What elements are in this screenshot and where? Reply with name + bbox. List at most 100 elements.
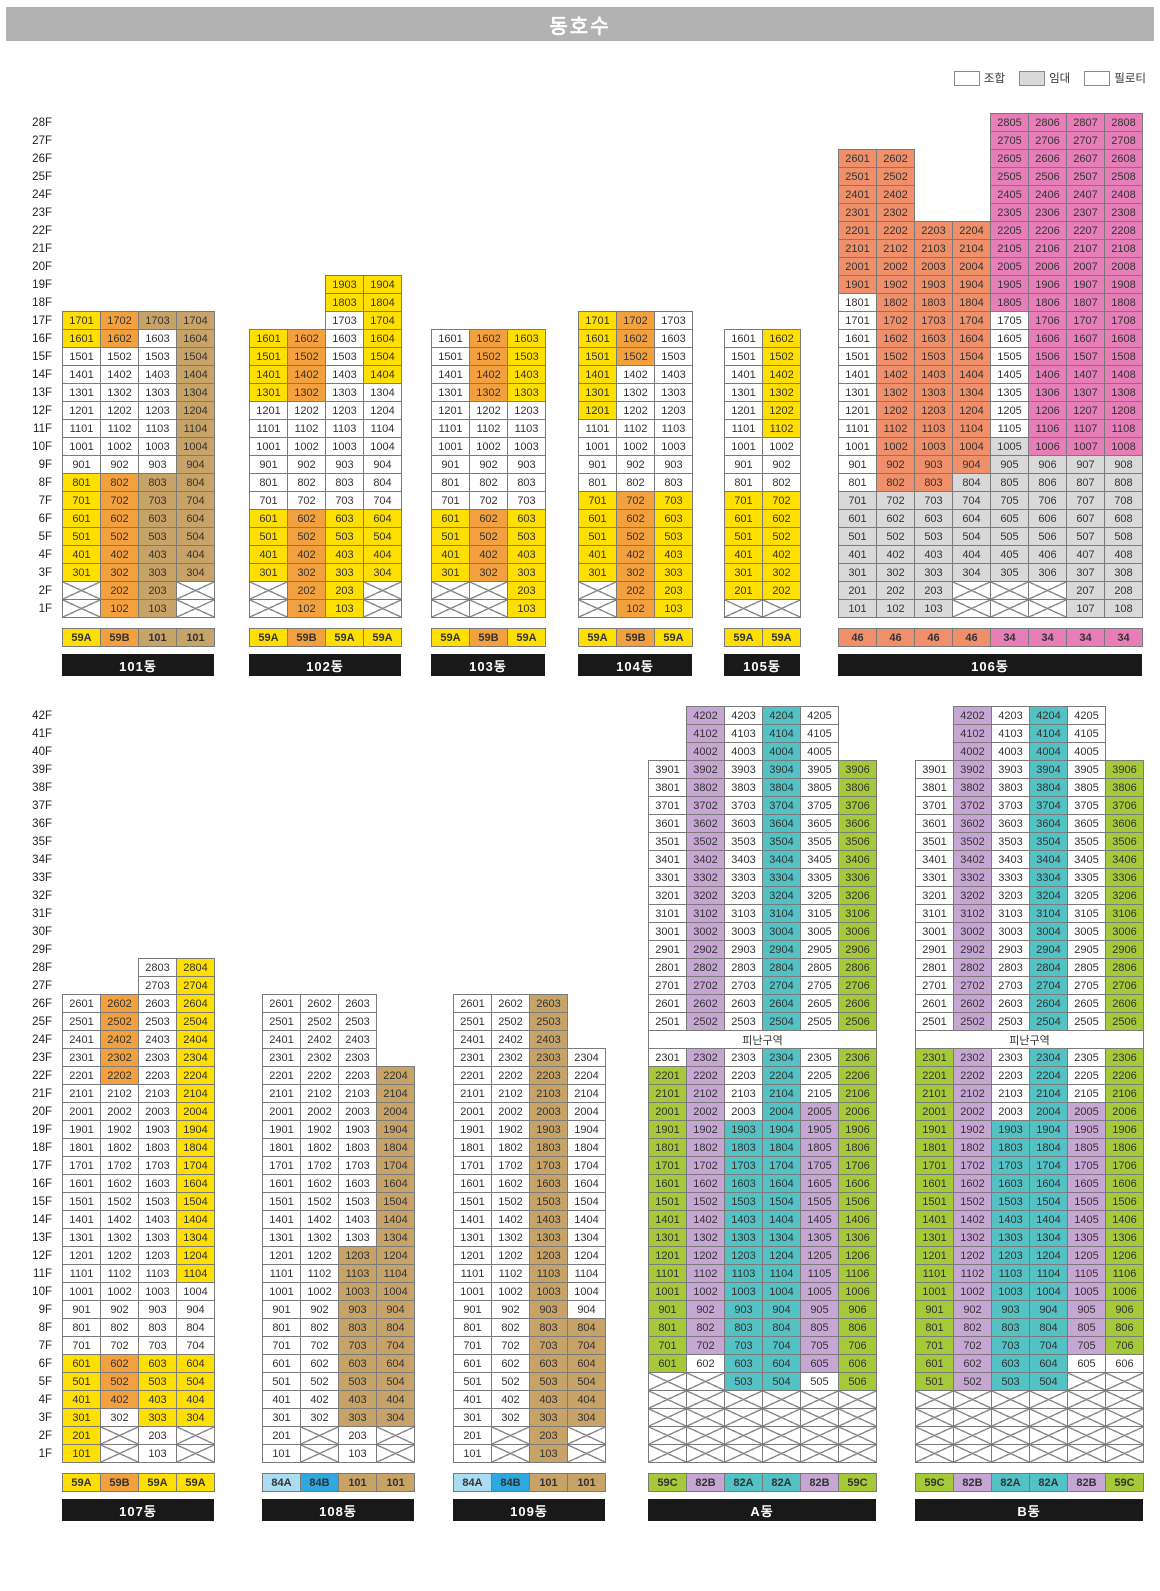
unit-cell: 4104 [762, 724, 801, 743]
unit-type-cell: 84B [300, 1473, 339, 1492]
floor-row: 101 102 103 107 108 [838, 599, 1143, 618]
unit-cell: 1707 [1066, 311, 1105, 330]
unit-type-cell: 82A [1029, 1473, 1068, 1492]
unit-cell: 501 [62, 1372, 101, 1391]
piloti-cell [1067, 1372, 1106, 1391]
unit-cell: 703 [914, 491, 953, 510]
unit-cell: 802 [469, 473, 508, 492]
unit-cell: 801 [262, 1318, 301, 1337]
unit-cell: 2302 [300, 1048, 339, 1067]
unit-cell: 504 [376, 1372, 415, 1391]
piloti-cell [991, 1426, 1030, 1445]
piloti-cell [578, 599, 617, 618]
floor-row: 1601 1602 1603 1604 [249, 329, 402, 348]
floor-label-column: 42F 41F 40F 39F 38F 37F 36F 35F 34F 33F 32F 31F 30F 2… [12, 707, 54, 1463]
floor-label: 7F [38, 495, 52, 507]
unit-cell: 607 [1066, 509, 1105, 528]
unit-cell: 3803 [991, 778, 1030, 797]
unit-cell: 1502 [491, 1192, 530, 1211]
unit-cell: 1003 [338, 1282, 377, 1301]
unit-cell: 1902 [686, 1120, 725, 1139]
building-104동: 1701 1702 1703 1601 1602 1603 1501 1502 1503 1401… [578, 311, 693, 676]
floor-label: 26F [32, 998, 52, 1010]
floor-row: 2301 2302 2303 2304 2305 2306 [915, 1048, 1144, 1067]
floor-row: 1901 1902 1903 1904 [453, 1120, 606, 1139]
unit-cell: 1302 [100, 383, 139, 402]
floor-row: 1901 1902 1903 1904 1905 1906 [915, 1120, 1144, 1139]
unit-cell: 2004 [762, 1102, 801, 1121]
unit-cell: 3404 [1029, 850, 1068, 869]
unit-cell: 2805 [990, 113, 1029, 132]
unit-cell: 2203 [529, 1066, 568, 1085]
unit-cell: 501 [431, 527, 470, 546]
unit-cell: 602 [469, 509, 508, 528]
unit-cell: 4105 [1067, 724, 1106, 743]
unit-cell: 801 [724, 473, 763, 492]
unit-cell: 1306 [838, 1228, 877, 1247]
floor-row: 1601 1602 1603 [578, 329, 693, 348]
unit-cell: 1705 [990, 311, 1029, 330]
unit-cell: 203 [914, 581, 953, 600]
unit-cell: 1504 [376, 1192, 415, 1211]
unit-cell: 2106 [1105, 1084, 1144, 1103]
unit-cell: 2906 [838, 940, 877, 959]
unit-cell: 2101 [262, 1084, 301, 1103]
unit-cell: 3206 [1105, 886, 1144, 905]
unit-cell: 702 [287, 491, 326, 510]
unit-cell: 1204 [762, 1246, 801, 1265]
floor-row: 1201 1202 1203 [431, 401, 546, 420]
unit-cell: 1104 [176, 419, 215, 438]
unit-cell: 806 [838, 1318, 877, 1337]
piloti-cell [363, 581, 402, 600]
floor-row: 1601 1602 1603 1604 1605 1606 1607 1608 [838, 329, 1143, 348]
unit-cell: 401 [249, 545, 288, 564]
floor-row: 401 402 403 404 405 406 407 408 [838, 545, 1143, 564]
floor-row [648, 1444, 877, 1463]
floor-row: 4002 4003 4004 4005 [915, 742, 1143, 761]
piloti-cell [915, 1408, 954, 1427]
unit-cell: 1206 [838, 1246, 877, 1265]
floor-label: 21F [32, 243, 52, 255]
piloti-cell [578, 581, 617, 600]
unit-cell: 1203 [529, 1246, 568, 1265]
unit-cell: 2505 [990, 167, 1029, 186]
piloti-cell [724, 1444, 763, 1463]
unit-cell: 2002 [100, 1102, 139, 1121]
piloti-cell [991, 1408, 1030, 1427]
unit-grid: 2601 2602 2603 2501 2502 2503 2401 2402 2403 2301… [262, 994, 415, 1463]
floor-row: 1001 1002 1003 1004 [262, 1282, 415, 1301]
unit-cell: 3804 [1029, 778, 1068, 797]
unit-cell: 1001 [915, 1282, 954, 1301]
unit-cell: 3005 [800, 922, 839, 941]
floor-row: 3101 3102 3103 3104 3105 3106 [915, 904, 1144, 923]
unit-cell: 2202 [491, 1066, 530, 1085]
unit-cell: 903 [338, 1300, 377, 1319]
unit-cell: 1501 [249, 347, 288, 366]
unit-cell: 2806 [1028, 113, 1067, 132]
floor-row: 1701 1702 1703 1704 1705 1706 [648, 1156, 877, 1175]
unit-cell: 1202 [100, 1246, 139, 1265]
piloti-cell [800, 1444, 839, 1463]
piloti-cell [176, 581, 215, 600]
unit-cell: 1308 [1104, 383, 1143, 402]
floor-row: 2501 2502 2503 [262, 1012, 414, 1031]
unit-cell: 506 [1028, 527, 1067, 546]
unit-cell: 503 [325, 527, 364, 546]
unit-cell: 603 [325, 509, 364, 528]
unit-cell: 1402 [953, 1210, 992, 1229]
unit-type-cell: 34 [1104, 628, 1143, 647]
unit-cell: 1502 [616, 347, 655, 366]
unit-cell: 1703 [338, 1156, 377, 1175]
unit-cell: 103 [914, 599, 953, 618]
floor-row: 2805 2806 2807 2808 [838, 113, 1143, 132]
unit-cell: 1201 [724, 401, 763, 420]
unit-cell: 503 [654, 527, 693, 546]
piloti-cell [991, 1390, 1030, 1409]
unit-cell: 2504 [1029, 1012, 1068, 1031]
unit-cell: 2708 [1104, 131, 1143, 150]
unit-cell: 1402 [686, 1210, 725, 1229]
unit-cell: 304 [176, 1408, 215, 1427]
floor-row: 2101 2102 2103 2104 2105 2106 [648, 1084, 877, 1103]
unit-cell: 2402 [491, 1030, 530, 1049]
floor-row: 1501 1502 1503 1504 1505 1506 [648, 1192, 877, 1211]
